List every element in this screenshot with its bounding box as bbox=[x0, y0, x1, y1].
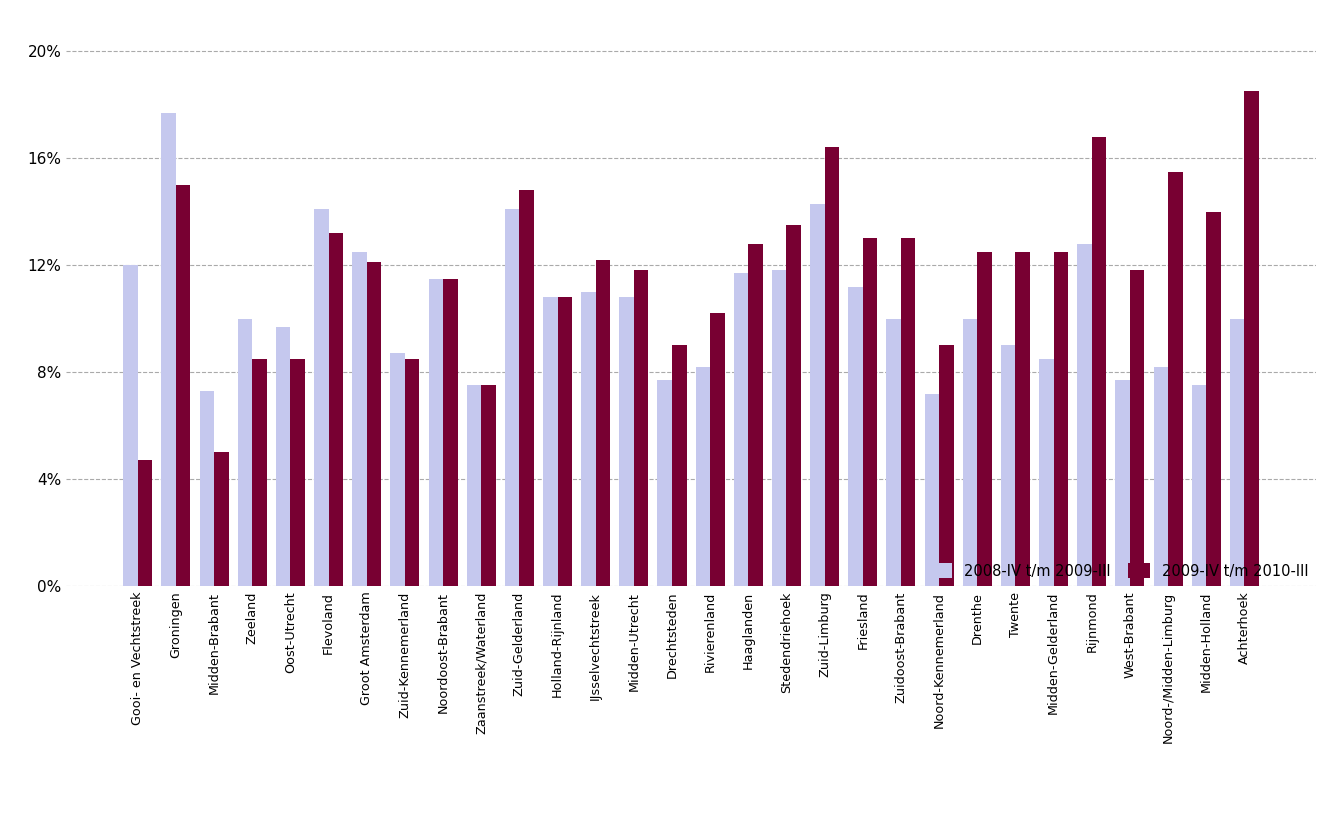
Bar bbox=[1130, 270, 1144, 586]
Bar bbox=[1015, 252, 1030, 586]
Bar bbox=[886, 318, 901, 586]
Bar bbox=[520, 190, 534, 586]
Bar bbox=[1078, 243, 1092, 586]
Bar bbox=[901, 239, 916, 586]
Bar bbox=[1192, 386, 1207, 586]
Bar bbox=[138, 461, 153, 586]
Legend: 2008-IV t/m 2009-III, 2009-IV t/m 2010-III: 2008-IV t/m 2009-III, 2009-IV t/m 2010-I… bbox=[930, 563, 1309, 579]
Bar bbox=[672, 345, 687, 586]
Bar bbox=[825, 147, 839, 586]
Bar bbox=[124, 265, 138, 586]
Bar bbox=[1154, 367, 1168, 586]
Bar bbox=[658, 380, 672, 586]
Bar bbox=[290, 359, 304, 586]
Bar bbox=[695, 367, 710, 586]
Bar bbox=[1168, 172, 1183, 586]
Bar bbox=[1001, 345, 1015, 586]
Bar bbox=[734, 274, 748, 586]
Bar bbox=[710, 313, 724, 586]
Bar bbox=[352, 252, 367, 586]
Bar bbox=[405, 359, 420, 586]
Bar bbox=[1115, 380, 1130, 586]
Bar bbox=[787, 225, 801, 586]
Bar bbox=[977, 252, 991, 586]
Bar bbox=[175, 185, 190, 586]
Bar bbox=[466, 386, 481, 586]
Bar bbox=[443, 278, 457, 586]
Bar bbox=[391, 353, 405, 586]
Bar bbox=[1229, 318, 1244, 586]
Bar bbox=[199, 391, 214, 586]
Bar bbox=[619, 297, 634, 586]
Bar bbox=[848, 287, 863, 586]
Bar bbox=[634, 270, 649, 586]
Bar bbox=[581, 292, 595, 586]
Bar bbox=[505, 209, 520, 586]
Bar bbox=[276, 326, 290, 586]
Bar bbox=[772, 270, 787, 586]
Bar bbox=[238, 318, 253, 586]
Bar bbox=[811, 204, 825, 586]
Bar bbox=[161, 112, 175, 586]
Bar bbox=[1207, 212, 1221, 586]
Bar bbox=[328, 233, 343, 586]
Bar bbox=[557, 297, 571, 586]
Bar bbox=[863, 239, 877, 586]
Bar bbox=[1054, 252, 1069, 586]
Bar bbox=[1039, 359, 1054, 586]
Bar bbox=[595, 260, 610, 586]
Bar bbox=[428, 278, 443, 586]
Bar bbox=[1244, 91, 1259, 586]
Bar bbox=[1092, 137, 1106, 586]
Bar bbox=[214, 453, 229, 586]
Bar bbox=[481, 386, 496, 586]
Bar bbox=[544, 297, 557, 586]
Bar bbox=[253, 359, 267, 586]
Bar bbox=[925, 393, 940, 586]
Bar bbox=[367, 262, 381, 586]
Bar bbox=[962, 318, 977, 586]
Bar bbox=[314, 209, 328, 586]
Bar bbox=[748, 243, 763, 586]
Bar bbox=[940, 345, 954, 586]
